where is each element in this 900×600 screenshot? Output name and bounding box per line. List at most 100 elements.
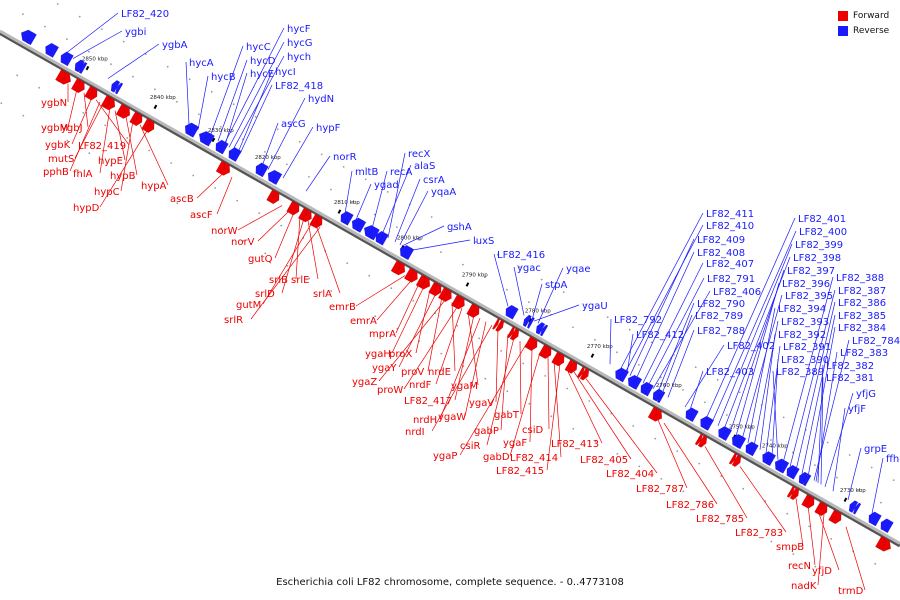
leader-line-ascf	[216, 176, 233, 215]
forward-gene-arrow	[403, 267, 414, 281]
leader-line-lf82-386	[795, 301, 836, 471]
grid-dot	[396, 226, 398, 229]
leader-line-gutm	[262, 222, 313, 305]
gene-label-nrdh: nrdH	[413, 415, 437, 426]
forward-gene-arrow	[297, 207, 308, 220]
reverse-gene-arrow	[802, 474, 812, 487]
grid-dot	[808, 525, 811, 528]
forward-gene-arrow	[694, 433, 704, 446]
leader-line-hypf	[282, 126, 314, 179]
reverse-gene-arrow	[644, 384, 654, 397]
reverse-gene-arrow	[872, 513, 882, 527]
grid-dot	[814, 464, 816, 466]
gene-label-ygay: ygaY	[372, 363, 397, 374]
leader-line-lf82-411	[619, 212, 704, 371]
leader-line-lf82-405	[573, 371, 632, 460]
gene-label-ffh: ffh	[886, 454, 899, 465]
leader-line-srla	[315, 224, 341, 294]
gene-label-hypa: hypA	[141, 181, 167, 192]
leader-line-norw	[237, 205, 283, 231]
tick-label: 2740 kbp	[762, 444, 788, 450]
forward-gene-arrow	[141, 118, 151, 131]
grid-dot	[110, 164, 113, 167]
forward-gene-arrow	[789, 487, 800, 501]
gene-label-lf82-416: LF82_416	[497, 250, 545, 261]
gene-label-hych: hych	[287, 52, 311, 63]
reverse-gene-arrow	[848, 500, 859, 513]
grid-dot	[78, 15, 81, 18]
reverse-gene-arrow	[736, 436, 747, 450]
grid-dot	[346, 262, 349, 265]
tick-label: 2790 kbp	[462, 273, 488, 279]
gene-label-hycd: hycD	[250, 56, 276, 67]
gene-label-nrdi: nrdI	[405, 427, 425, 438]
gene-label-srla: srlA	[313, 289, 332, 300]
leader-line-hycb	[197, 75, 209, 130]
gene-label-mpra: mprA	[369, 329, 396, 340]
forward-gene-arrow	[814, 501, 824, 514]
grid-dot	[638, 364, 640, 366]
gene-label-lf82-784: LF82_784	[852, 336, 900, 347]
gene-label-lf82-382: LF82_382	[826, 361, 874, 372]
leader-line-prox	[415, 289, 431, 354]
leader-line-gabt	[519, 341, 522, 415]
gene-label-lf82-407: LF82_407	[706, 259, 754, 270]
grid-dot	[566, 387, 569, 390]
grid-dot	[836, 476, 838, 479]
reverse-gene-arrow	[652, 388, 663, 402]
reverse-gene-arrow	[656, 391, 666, 404]
leader-line-mltb	[344, 170, 353, 214]
leader-line-lf82-392	[759, 333, 776, 450]
forward-gene-arrow	[286, 200, 296, 214]
leader-line-stpa	[531, 283, 543, 320]
grid-dot	[874, 562, 877, 565]
gene-label-lf82-405: LF82_405	[580, 455, 628, 466]
leader-line-recn	[807, 505, 816, 566]
gene-label-lf82-413: LF82_413	[551, 439, 599, 450]
kbp-ticks: 2850 kbp 2840 kbp 2830 kbp 2820 kbp 2810 kbp…	[82, 56, 866, 502]
grid-dot	[22, 13, 24, 16]
leader-line-lf82-413	[565, 367, 603, 444]
leader-line-lf82-395	[741, 294, 783, 440]
grid-dot	[132, 75, 134, 78]
forward-gene-arrow	[567, 360, 578, 374]
grid-dot	[528, 402, 531, 405]
gene-label-trmd: trmD	[838, 586, 864, 597]
gene-label-lf82-394: LF82_394	[778, 304, 826, 315]
leader-line-hype	[114, 110, 126, 161]
gene-label-ygav: ygaV	[469, 398, 494, 409]
forward-gene-arrow	[70, 78, 81, 91]
leader-line-nrdh	[439, 318, 481, 420]
reverse-gene-arrow	[526, 317, 535, 329]
gene-label-ygbk: ygbK	[45, 140, 71, 151]
grid-dot	[892, 479, 895, 481]
reverse-gene-arrow	[369, 227, 380, 241]
grid-dot	[682, 490, 685, 493]
reverse-genes	[20, 29, 894, 534]
gene-label-recn: recN	[788, 561, 811, 572]
leader-line-lf82-387	[789, 289, 836, 467]
gene-label-ygaz: ygaZ	[352, 377, 377, 388]
grid-dot	[616, 452, 619, 455]
reverse-gene-arrow	[74, 59, 85, 73]
gene-label-lf82-418: LF82_418	[275, 81, 323, 92]
leader-line-yfjg	[824, 392, 854, 487]
tick-mark	[337, 209, 342, 214]
gene-label-pphb: pphB	[43, 167, 69, 178]
leader-line-nrdi	[431, 324, 493, 432]
leader-line-ffh	[871, 457, 884, 514]
gene-label-ygap: ygaP	[433, 451, 457, 462]
leader-line-norr	[305, 155, 331, 192]
tick-label: 2850 kbp	[82, 56, 108, 62]
gene-label-lf82-787: LF82_787	[636, 484, 684, 495]
gene-label-lf82-396: LF82_396	[782, 279, 830, 290]
gene-label-ascg: ascG	[281, 119, 306, 130]
gene-label-lf82-789: LF82_789	[695, 311, 743, 322]
grid-dot	[82, 112, 85, 114]
gene-label-luxs: luxS	[473, 236, 494, 247]
grid-dot	[786, 512, 789, 515]
gene-label-norw: norW	[211, 226, 238, 237]
leader-line-alas	[381, 164, 412, 235]
leader-line-lf82-381	[820, 376, 824, 485]
